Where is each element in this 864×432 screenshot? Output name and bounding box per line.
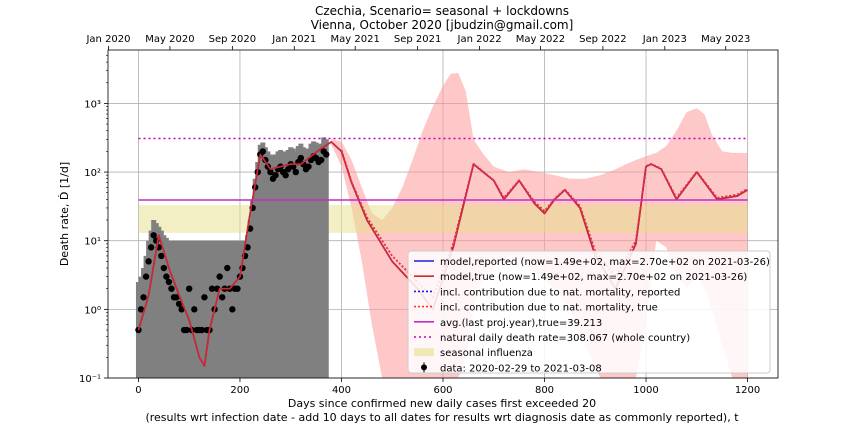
data-point [290, 163, 297, 170]
chart-title: Czechia, Scenario= seasonal + lockdowns [315, 4, 569, 18]
y-tick-label: 10¹ [84, 237, 101, 248]
legend-box [407, 250, 771, 374]
x-axis-label: Days since confirmed new daily cases fir… [288, 397, 596, 410]
data-point [229, 306, 236, 313]
data-point [292, 168, 300, 176]
x-tick-label: 1000 [633, 385, 658, 396]
legend-label: natural daily death rate=308.067 (whole … [440, 333, 690, 344]
data-point [208, 285, 216, 292]
data-point [282, 172, 289, 179]
top-tick-label: Jan 2023 [642, 34, 687, 45]
legend-label: model,reported (now=1.49e+02, max=2.70e+… [440, 257, 770, 268]
chart-subtitle: Vienna, October 2020 [jbudzin@gmail.com] [311, 18, 574, 32]
x-tick-label: 400 [332, 385, 351, 396]
top-tick-label: Sep 2022 [579, 34, 626, 45]
legend-label: data: 2020-02-29 to 2021-03-08 [440, 363, 602, 374]
data-point [168, 285, 175, 292]
data-point [323, 151, 330, 158]
x-axis-label-note: (results wrt infection date - add 10 day… [145, 411, 739, 424]
data-point [317, 156, 325, 164]
data-point [224, 264, 231, 272]
data-point [284, 166, 292, 173]
top-tick-label: May 2023 [701, 34, 750, 45]
data-point [297, 154, 305, 162]
data-point [178, 306, 185, 313]
y-tick-label: 10⁰ [84, 305, 101, 316]
legend-label: seasonal influenza [440, 348, 533, 359]
data-point [191, 306, 198, 313]
top-tick-label: Sep 2021 [394, 34, 441, 45]
top-tick-label: Jan 2020 [85, 34, 130, 45]
top-tick-label: Jan 2022 [457, 34, 502, 45]
top-tick-label: Sep 2020 [209, 34, 256, 45]
data-point [183, 326, 190, 334]
data-point [135, 326, 142, 334]
data-point [267, 168, 274, 176]
data-point [137, 306, 145, 313]
x-tick-label: 0 [135, 385, 141, 396]
influenza-band [138, 205, 748, 233]
x-tick-label: 600 [433, 385, 452, 396]
top-tick-label: May 2020 [145, 34, 194, 45]
data-point [219, 294, 226, 301]
x-tick-label: 1200 [735, 385, 760, 396]
data-point [163, 273, 170, 280]
y-tick-label: 10⁻¹ [79, 374, 101, 385]
data-point [259, 148, 267, 155]
data-point [175, 300, 183, 308]
data-point [305, 163, 312, 170]
data-point [145, 258, 152, 265]
legend: model,reported (now=1.49e+02, max=2.70e+… [407, 250, 771, 374]
y-tick-label: 10² [84, 168, 101, 179]
data-point [272, 172, 279, 179]
top-tick-label: Jan 2021 [271, 34, 316, 45]
y-axis-label: Death rate, Ḋ [1/d] [58, 162, 71, 266]
legend-swatch [414, 348, 434, 357]
legend-swatch [421, 364, 427, 371]
top-axis: Jan 2020 May 2020 Sep 2020 Jan 2021 May 2021… [85, 34, 750, 50]
top-tick-label: May 2021 [331, 34, 380, 45]
data-point [234, 285, 241, 292]
y-axis: 10⁻¹ 10⁰ 10¹ 10² 10³ [79, 55, 108, 385]
legend-label: model,true (now=1.49e+02, max=2.70e+02 o… [440, 272, 747, 283]
data-point [244, 244, 251, 251]
data-point [150, 232, 157, 239]
x-tick-label: 800 [535, 385, 554, 396]
data-point [147, 244, 155, 251]
top-tick-label: May 2022 [516, 34, 565, 45]
data-point [160, 264, 168, 272]
data-point [142, 273, 150, 280]
data-point [158, 252, 165, 260]
x-axis: 0 200 400 600 800 1000 1200 [135, 378, 760, 396]
data-point [173, 294, 180, 301]
data-point [216, 273, 223, 280]
data-point [165, 278, 173, 286]
data-point [201, 294, 208, 301]
data-point [140, 294, 147, 301]
y-tick-label: 10³ [84, 99, 101, 110]
data-point [186, 285, 193, 292]
x-tick-label: 200 [230, 385, 249, 396]
legend-label: avg.(last proj.year),true=39.213 [440, 318, 602, 329]
data-point [198, 326, 206, 334]
legend-label: incl. contribution due to nat. mortality… [440, 287, 680, 298]
legend-label: incl. contribution due to nat. mortality… [440, 303, 658, 314]
